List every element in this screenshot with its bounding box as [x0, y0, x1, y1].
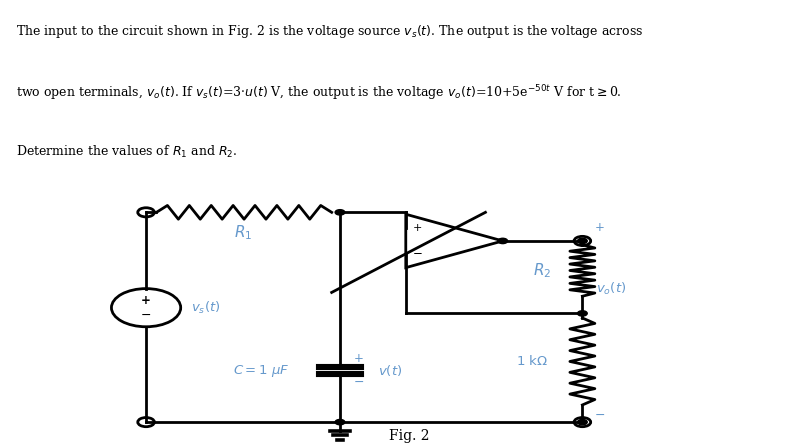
Text: +: + — [141, 294, 151, 307]
Circle shape — [578, 238, 587, 243]
Circle shape — [578, 420, 587, 425]
Text: two open terminals, $v_o(t)$. If $v_s(t)$=3·$u(t)$ V, the output is the voltage : two open terminals, $v_o(t)$. If $v_s(t)… — [16, 84, 621, 103]
Circle shape — [498, 238, 508, 243]
Text: $v(t)$: $v(t)$ — [378, 363, 402, 378]
Text: $C = 1\ \mu F$: $C = 1\ \mu F$ — [233, 363, 289, 379]
Text: $v_s(t)$: $v_s(t)$ — [191, 299, 220, 316]
Text: +: + — [413, 223, 423, 233]
Text: −: − — [141, 309, 151, 322]
Text: Fig. 2: Fig. 2 — [389, 429, 430, 443]
Text: 1 k$\Omega$: 1 k$\Omega$ — [515, 355, 548, 368]
Circle shape — [335, 210, 345, 215]
Circle shape — [335, 420, 345, 425]
Text: Determine the values of $R_1$ and $R_2$.: Determine the values of $R_1$ and $R_2$. — [16, 144, 237, 160]
Text: $v_o(t)$: $v_o(t)$ — [597, 280, 626, 297]
Text: +: + — [595, 221, 604, 234]
Text: −: − — [354, 376, 364, 389]
Circle shape — [578, 311, 587, 316]
Text: +: + — [354, 352, 364, 365]
Text: $R_1$: $R_1$ — [234, 223, 252, 242]
Text: −: − — [595, 409, 605, 422]
Text: The input to the circuit shown in Fig. 2 is the voltage source $v_s(t)$. The out: The input to the circuit shown in Fig. 2… — [16, 23, 643, 40]
Text: −: − — [412, 247, 423, 260]
Text: $R_2$: $R_2$ — [533, 261, 551, 280]
